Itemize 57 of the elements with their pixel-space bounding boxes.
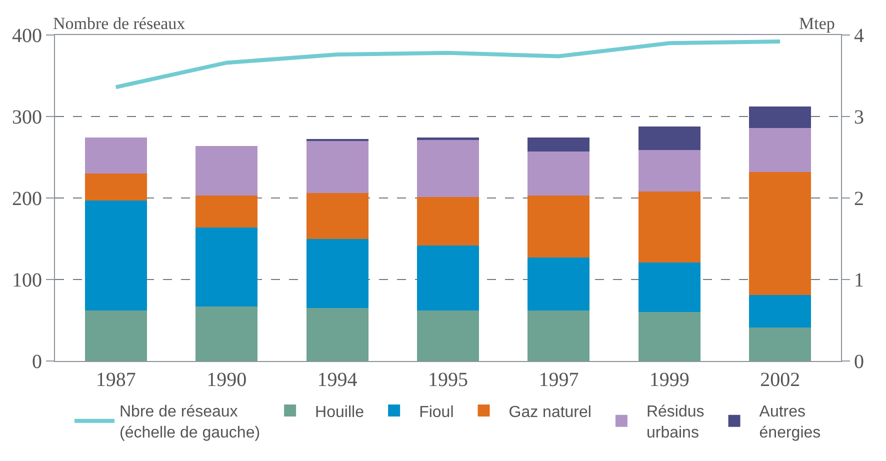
bar: [417, 139, 479, 198]
y-tick-label: 400: [12, 25, 42, 47]
legend-label: Nbre de réseaux (échelle de gauche): [120, 404, 260, 442]
legend-label: Résidus urbains: [646, 404, 704, 442]
bar: [196, 146, 258, 196]
bar: [196, 227, 258, 306]
bar: [749, 106, 812, 128]
bar: [638, 262, 700, 312]
bar: [417, 310, 479, 361]
bar: [417, 245, 479, 310]
y2-tick-label: 3: [854, 106, 864, 128]
y2-tick-label: 0: [854, 351, 864, 373]
bar: [306, 193, 368, 239]
bar: [306, 308, 368, 361]
y-tick-label: 100: [12, 270, 42, 292]
bar: [749, 328, 812, 361]
y2-tick-label: 2: [854, 188, 864, 210]
y2-tick-label: 1: [854, 270, 864, 292]
x-tick-label: 1999: [649, 369, 690, 391]
bar: [196, 196, 258, 228]
x-tick-label: 1997: [538, 369, 579, 391]
x-tick-label: 2002: [760, 369, 800, 391]
x-tick-label: 1990: [206, 369, 247, 391]
legend-label: Autres énergies: [759, 404, 821, 442]
y2-axis-title: Mtep: [799, 14, 835, 33]
x-tick-label: 1987: [96, 369, 136, 391]
bar: [196, 306, 258, 361]
bar: [84, 138, 147, 174]
legend-label: Fioul: [419, 404, 454, 421]
legend-label: Gaz naturel: [508, 404, 592, 421]
x-tick-label: 1994: [317, 369, 358, 391]
bar: [84, 310, 147, 361]
bar: [528, 310, 590, 361]
bar: [638, 191, 700, 262]
y2-tick-label: 4: [854, 25, 864, 47]
bar: [638, 126, 700, 150]
bar: [638, 312, 700, 361]
bar: [749, 294, 812, 328]
bar: [306, 140, 368, 194]
bar: [306, 238, 368, 308]
bar: [528, 258, 590, 310]
bar: [528, 138, 590, 152]
line-series: [114, 40, 782, 90]
bar: [528, 196, 590, 258]
y-tick-label: 200: [12, 188, 42, 210]
legend-label: Houille: [315, 404, 364, 421]
bar: [749, 172, 812, 295]
bar: [528, 152, 590, 196]
bar: [84, 200, 147, 310]
y-tick-label: 300: [12, 106, 42, 128]
y-axis-title: Nombre de réseaux: [53, 14, 186, 33]
bar: [84, 174, 147, 200]
x-tick-label: 1995: [428, 369, 468, 391]
bar: [749, 128, 812, 172]
bar: [417, 197, 479, 246]
bar: [638, 150, 700, 192]
y-tick-label: 0: [32, 351, 42, 373]
